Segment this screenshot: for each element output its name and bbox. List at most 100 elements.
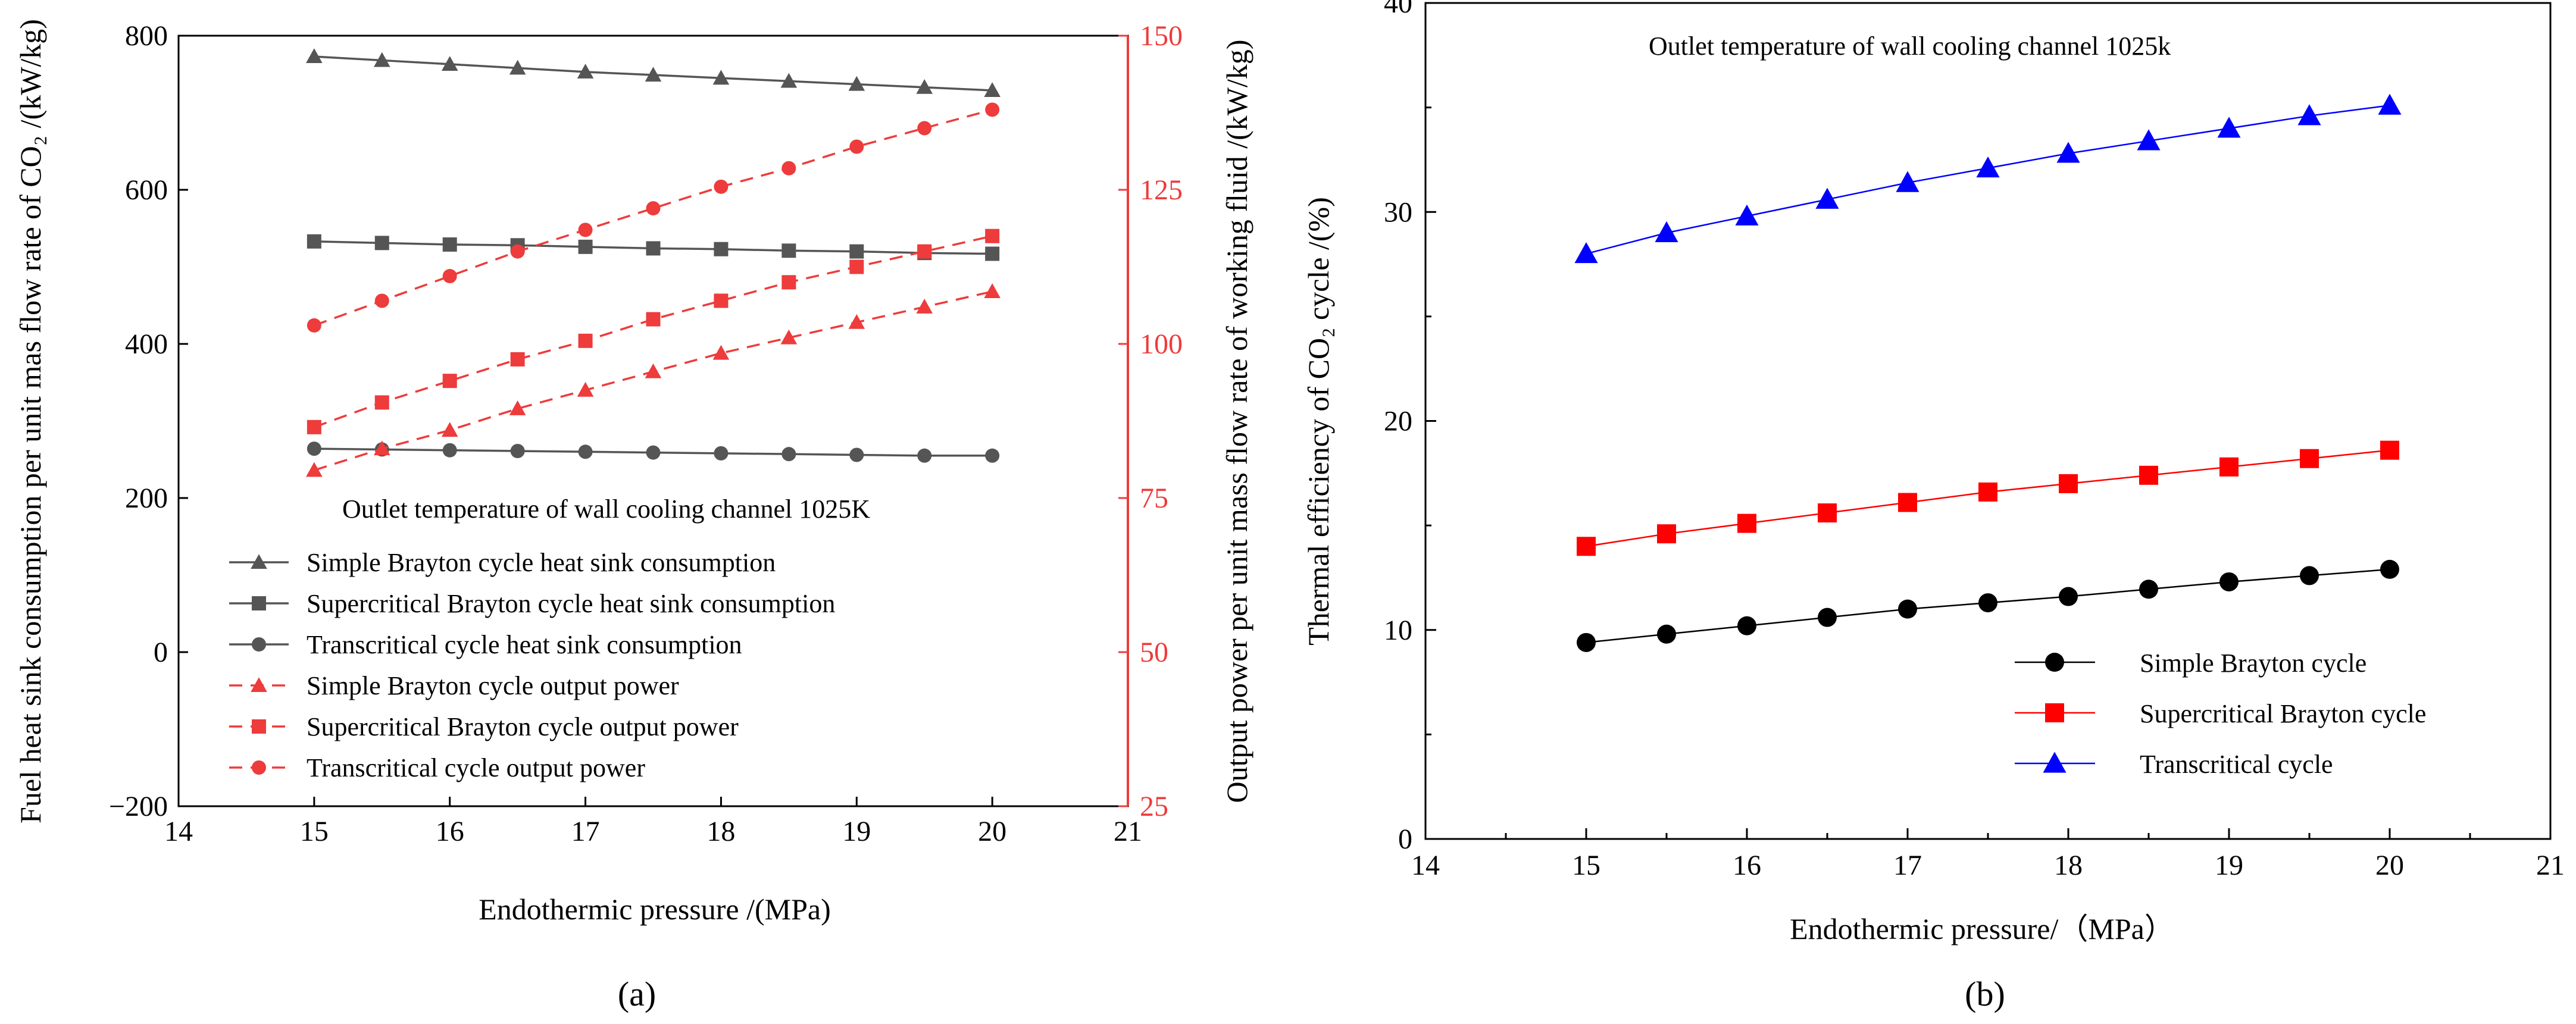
data-point [509,400,526,415]
legend-marker [2045,703,2064,722]
data-point [441,56,458,71]
data-point [780,329,798,345]
x-tick-label: 19 [842,816,871,847]
legend-label: Supercritical Brayton cycle heat sink co… [307,589,835,618]
data-point [645,67,662,82]
panel-b-series-group [1574,93,2402,652]
data-point [2139,580,2158,599]
legend-marker [2045,653,2064,672]
chart-panel-b: 14 15 16 17 18 19 20 21 0 10 20 30 40 Outlet temper… [1302,0,2565,1013]
x-tick-label: 21 [1114,816,1142,847]
data-point [578,223,593,237]
data-point [781,161,796,176]
data-point [985,246,1000,261]
data-point [578,239,593,254]
x-tick-label: 19 [2215,850,2243,881]
x-tick-label: 14 [1411,850,1440,881]
data-point [2300,449,2319,468]
panel-a-right-y-axis-title: Output power per unit mass flow rate of … [1220,39,1253,803]
data-point [442,374,457,389]
panel-a-x-axis-title: Endothermic pressure /(MPa) [479,893,831,926]
data-point [441,422,458,437]
data-point [916,299,933,314]
data-point [2139,465,2158,485]
data-point [1898,493,1917,512]
legend-label: Simple Brayton cycle [2140,649,2366,678]
data-point [1815,187,1839,209]
data-point [373,440,390,456]
legend-marker [2043,751,2067,773]
y2-tick-label: 25 [1140,791,1168,822]
legend-marker [252,719,266,734]
data-point [509,60,526,75]
data-point [510,352,525,367]
data-point [2059,474,2078,493]
data-point [577,381,594,397]
legend-label: Supercritical Brayton cycle output power [307,712,739,741]
series-line [314,108,993,327]
y2-tick-label: 75 [1140,483,1168,514]
x-tick-label: 20 [978,816,1006,847]
data-point [1737,616,1756,635]
data-point [714,179,729,194]
x-tick-label: 18 [2054,850,2083,881]
data-point [2380,559,2399,579]
data-point [714,446,729,461]
data-point [848,314,865,329]
data-point [1574,242,1598,264]
x-tick-label: 17 [1893,850,1922,881]
data-point [306,48,323,64]
x-tick-label: 16 [436,816,464,847]
data-point [1577,632,1596,652]
data-point [781,447,796,462]
legend-marker [252,637,266,652]
y-tick-label: 0 [1398,823,1412,855]
data-point [2297,104,2321,126]
y-tick-label: 600 [125,174,168,206]
panel-b-y-axis-title: Thermal efficiency of CO₂ cycle /(%) [1302,197,1335,646]
data-point [1737,513,1756,533]
panel-b-annotation: Outlet temperature of wall cooling chann… [1649,32,2171,61]
series-line [314,234,993,428]
panel-b-x-axis-title: Endothermic pressure/（MPa） [1790,912,2174,945]
panel-b-legend: Simple Brayton cycle Supercritical Brayto… [2015,649,2426,779]
data-point [917,244,932,259]
x-tick-label: 18 [706,816,735,847]
legend-label: Simple Brayton cycle heat sink consumpti… [307,548,776,577]
x-tick-label: 16 [1733,850,1761,881]
data-point [646,241,661,256]
data-point [1978,482,1997,502]
data-point [848,76,865,91]
panel-a-series-group [306,48,1001,477]
data-point [374,293,389,308]
data-point [849,244,864,259]
chart-panel-a: 14 15 16 17 18 19 20 21 −200 0 200 400 600 800 25 50 7… [14,19,1253,1013]
data-point [1976,156,2000,178]
legend-label: Transcritical cycle output power [307,753,645,782]
y2-tick-label: 100 [1140,328,1183,360]
data-point [849,447,864,462]
data-point [307,234,321,249]
data-point [1657,524,1676,544]
data-point [917,121,932,136]
data-point [2137,129,2161,151]
data-point [306,462,323,477]
series-line [1586,104,2390,255]
y2-tick-label: 50 [1140,637,1168,668]
data-point [2380,440,2399,460]
data-point [646,201,661,216]
data-point [307,318,321,333]
y-tick-label: 10 [1384,615,1412,646]
data-point [849,259,864,274]
y-tick-label: 200 [125,483,168,514]
y-tick-label: 0 [154,637,168,668]
data-point [1577,537,1596,556]
panel-a-label: (a) [618,975,656,1013]
data-point [646,312,661,327]
x-tick-label: 15 [1572,850,1600,881]
data-point [984,283,1001,298]
legend-label: Supercritical Brayton cycle [2140,699,2426,728]
data-point [2219,457,2239,477]
data-point [1735,204,1759,226]
data-point [2217,117,2241,138]
